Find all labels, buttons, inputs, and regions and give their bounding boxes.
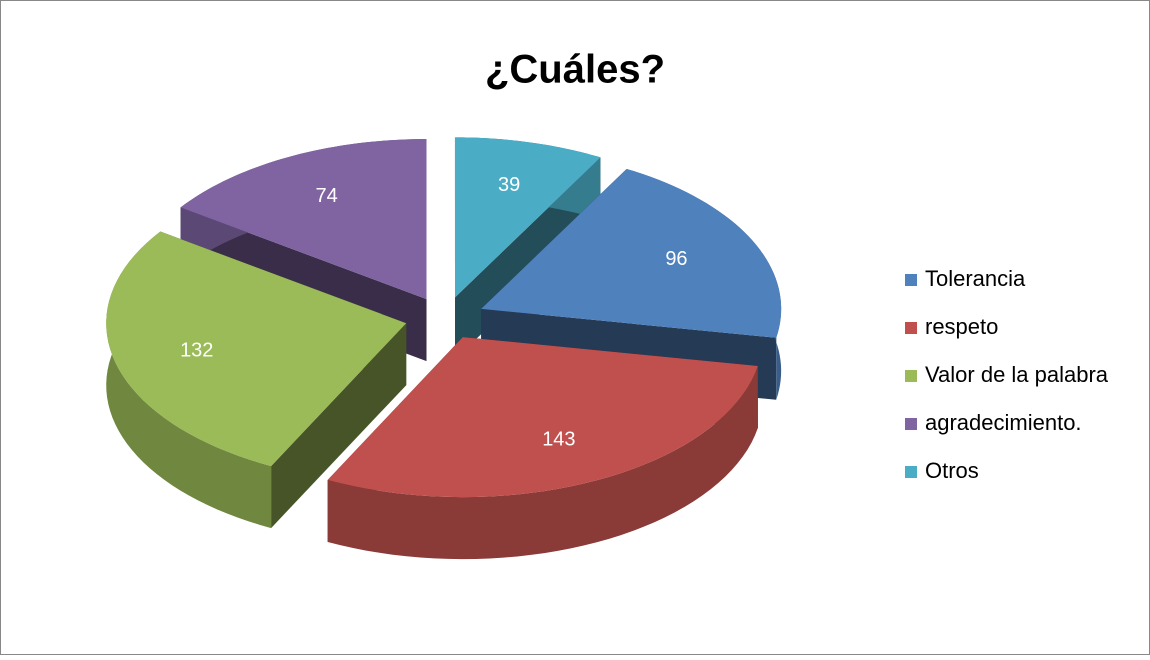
- data-label: 74: [316, 185, 338, 207]
- legend-swatch: [905, 274, 917, 286]
- chart-title: ¿Cuáles?: [485, 48, 665, 92]
- data-label: 96: [665, 248, 687, 270]
- data-label: 39: [498, 174, 520, 196]
- data-label: 132: [180, 340, 213, 362]
- legend-label: Otros: [925, 458, 979, 483]
- legend-label: Tolerancia: [925, 266, 1026, 291]
- legend-swatch: [905, 370, 917, 382]
- legend-swatch: [905, 322, 917, 334]
- legend-swatch: [905, 466, 917, 478]
- data-label: 143: [542, 429, 575, 451]
- legend-label: agradecimiento.: [925, 410, 1082, 435]
- legend-label: Valor de la palabra: [925, 362, 1109, 387]
- legend-swatch: [905, 418, 917, 430]
- legend-label: respeto: [925, 314, 998, 339]
